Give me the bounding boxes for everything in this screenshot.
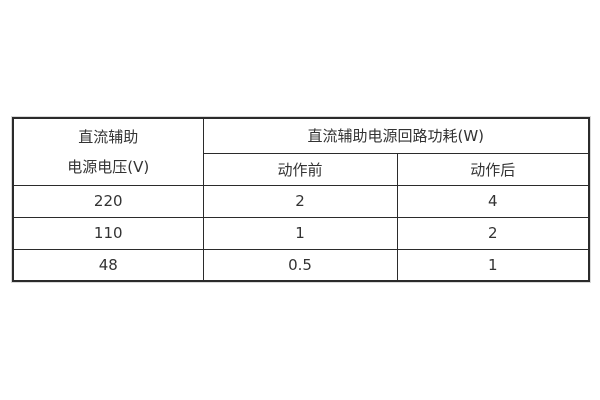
voltage-header-line1: 直流辅助: [78, 127, 139, 146]
table-row: 48 0.5 1: [12, 248, 590, 282]
before-value-cell: 2: [202, 184, 398, 218]
before-value-cell: 1: [202, 216, 398, 250]
table-row: 220 2 4: [12, 184, 590, 218]
after-value-cell: 4: [396, 184, 590, 218]
voltage-header-cell: 直流辅助 电源电压(V): [12, 117, 204, 186]
group-header-cell: 直流辅助电源回路功耗(W): [202, 117, 590, 154]
voltage-cell: 48: [12, 248, 204, 282]
after-value-cell: 2: [396, 216, 590, 250]
table-row: 110 1 2: [12, 216, 590, 250]
header-row-group: 直流辅助 电源电压(V) 直流辅助电源回路功耗(W): [12, 117, 590, 186]
after-value-cell: 1: [396, 248, 590, 282]
after-action-header-cell: 动作后: [396, 152, 590, 186]
voltage-cell: 220: [12, 184, 204, 218]
header-row-sub: 动作前 动作后: [13, 152, 590, 186]
voltage-header-line2: 电源电压(V): [67, 157, 150, 176]
power-consumption-table: 直流辅助 电源电压(V) 直流辅助电源回路功耗(W) 动作前 动作后 220 2…: [12, 117, 591, 282]
table-container: 直流辅助 电源电压(V) 直流辅助电源回路功耗(W) 动作前 动作后 220 2…: [12, 117, 591, 282]
before-action-header-cell: 动作前: [202, 152, 398, 186]
before-value-cell: 0.5: [202, 248, 398, 282]
voltage-cell: 110: [12, 216, 204, 250]
